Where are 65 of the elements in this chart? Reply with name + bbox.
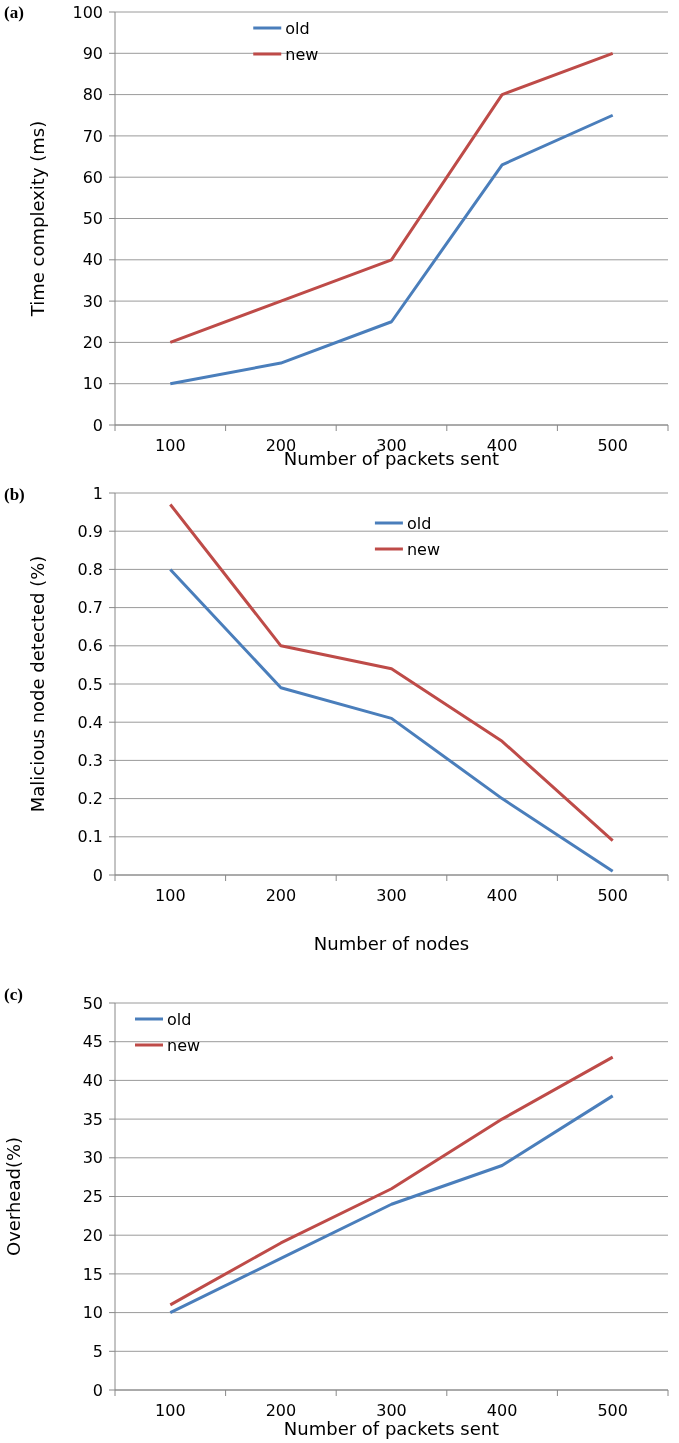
x-axis-title: Number of nodes <box>313 933 470 954</box>
y-tick-label: 90 <box>82 43 103 63</box>
y-tick-label: 40 <box>82 1071 103 1090</box>
y-tick-label: 15 <box>82 1264 103 1284</box>
y-tick-label: 0 <box>92 1380 103 1400</box>
line-series <box>168 502 615 843</box>
x-tick-label: 400 <box>486 1401 518 1420</box>
y-tick-label: 0.6 <box>77 636 103 656</box>
line-series <box>168 113 615 386</box>
y-tick-label: 30 <box>82 1148 103 1168</box>
y-tick-label: 10 <box>82 1303 103 1323</box>
line-series <box>168 51 615 344</box>
y-axis-title: Overhead(%) <box>3 1136 24 1257</box>
legend-label: old <box>167 1009 192 1029</box>
x-tick-label: 500 <box>597 886 628 905</box>
y-tick-label: 50 <box>82 209 103 229</box>
y-tick-label: 50 <box>82 993 103 1013</box>
y-tick-label: 10 <box>82 374 103 394</box>
line-series <box>168 1055 615 1307</box>
y-tick-label: 80 <box>82 85 103 105</box>
y-tick-label: 0.5 <box>77 674 103 694</box>
x-tick-label: 300 <box>376 886 407 905</box>
x-axis-title: Number of packets sent <box>283 1418 500 1439</box>
legend-label: new <box>285 44 319 64</box>
y-tick-label: 40 <box>82 250 103 270</box>
legend-label: old <box>406 513 432 533</box>
x-tick-label: 100 <box>155 436 186 455</box>
y-tick-label: 25 <box>82 1187 103 1207</box>
x-tick-label: 100 <box>155 886 186 905</box>
y-tick-label: 30 <box>82 291 103 311</box>
x-tick-label: 500 <box>597 1401 628 1420</box>
x-tick-label: 100 <box>155 1401 186 1420</box>
y-axis-title: Malicious node detected (%) <box>27 555 48 813</box>
legend-label: new <box>406 539 440 559</box>
legend-label: new <box>167 1035 201 1055</box>
y-tick-label: 0.1 <box>77 827 103 847</box>
x-tick-label: 400 <box>486 886 518 905</box>
y-tick-label: 0.8 <box>77 560 103 579</box>
line-series <box>168 567 615 873</box>
chart-title: (b) <box>4 485 25 504</box>
legend-label: old <box>285 18 310 38</box>
y-tick-label: 0.4 <box>77 712 103 732</box>
x-tick-label: 200 <box>265 1401 297 1420</box>
y-tick-label: 0.9 <box>77 521 103 541</box>
chart-title: (a) <box>4 3 24 22</box>
y-axis-title: Time complexity (ms) <box>27 120 48 318</box>
y-tick-label: 0.7 <box>77 598 103 618</box>
y-tick-label: 1 <box>92 483 103 503</box>
y-tick-label: 70 <box>82 126 103 146</box>
y-tick-label: 20 <box>82 333 103 352</box>
y-tick-label: 0.3 <box>77 751 103 770</box>
y-tick-label: 5 <box>92 1341 103 1361</box>
y-tick-label: 60 <box>82 167 103 187</box>
y-tick-label: 0 <box>92 415 103 435</box>
y-tick-label: 20 <box>82 1225 103 1245</box>
y-tick-label: 0 <box>92 865 103 885</box>
y-tick-label: 100 <box>72 2 103 22</box>
x-tick-label: 300 <box>376 1401 407 1420</box>
y-tick-label: 45 <box>82 1032 103 1052</box>
x-tick-label: 200 <box>265 886 297 905</box>
chart-title: (c) <box>4 985 23 1004</box>
y-tick-label: 35 <box>82 1109 103 1129</box>
x-tick-label: 500 <box>597 436 628 455</box>
line-series <box>168 1094 615 1315</box>
y-tick-label: 0.2 <box>77 789 103 809</box>
